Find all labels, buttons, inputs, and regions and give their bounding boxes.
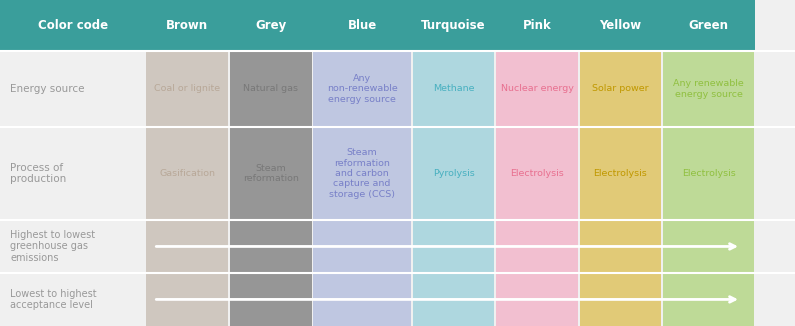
Text: Energy source: Energy source bbox=[10, 84, 85, 94]
Bar bbox=[580, 220, 661, 273]
Bar bbox=[0, 0, 145, 51]
Text: Yellow: Yellow bbox=[599, 19, 642, 32]
Bar bbox=[230, 220, 312, 273]
Bar bbox=[496, 127, 578, 220]
Text: Electrolysis: Electrolysis bbox=[594, 169, 647, 178]
Bar bbox=[663, 127, 754, 220]
Bar bbox=[413, 220, 494, 273]
Bar bbox=[580, 127, 661, 220]
Bar bbox=[146, 220, 228, 273]
Text: Pink: Pink bbox=[522, 19, 552, 32]
Bar bbox=[412, 0, 495, 51]
Bar bbox=[413, 51, 494, 127]
Text: Methane: Methane bbox=[432, 84, 475, 93]
Bar bbox=[413, 127, 494, 220]
Bar bbox=[0, 220, 145, 273]
Text: Steam
reformation
and carbon
capture and
storage (CCS): Steam reformation and carbon capture and… bbox=[329, 148, 395, 199]
Bar bbox=[580, 51, 661, 127]
Bar bbox=[230, 273, 312, 326]
Text: Green: Green bbox=[688, 19, 729, 32]
Text: Process of
production: Process of production bbox=[10, 163, 67, 185]
Bar bbox=[579, 0, 662, 51]
Bar bbox=[146, 127, 228, 220]
Text: Lowest to highest
acceptance level: Lowest to highest acceptance level bbox=[10, 289, 97, 310]
Bar bbox=[313, 273, 411, 326]
Text: Coal or lignite: Coal or lignite bbox=[154, 84, 220, 93]
Bar bbox=[663, 51, 754, 127]
Text: Steam
reformation: Steam reformation bbox=[242, 164, 299, 183]
Text: Solar power: Solar power bbox=[592, 84, 649, 93]
Bar bbox=[312, 0, 412, 51]
Bar bbox=[230, 127, 312, 220]
Bar bbox=[313, 127, 411, 220]
Text: Electrolysis: Electrolysis bbox=[682, 169, 735, 178]
Bar bbox=[662, 0, 755, 51]
Text: Blue: Blue bbox=[347, 19, 377, 32]
Text: Pyrolysis: Pyrolysis bbox=[432, 169, 475, 178]
Text: Highest to lowest
greenhouse gas
emissions: Highest to lowest greenhouse gas emissio… bbox=[10, 230, 95, 263]
Bar bbox=[496, 51, 578, 127]
Text: Brown: Brown bbox=[166, 19, 208, 32]
Bar bbox=[146, 51, 228, 127]
Bar bbox=[229, 0, 312, 51]
Bar bbox=[146, 273, 228, 326]
Bar bbox=[496, 273, 578, 326]
Text: Grey: Grey bbox=[255, 19, 286, 32]
Text: Electrolysis: Electrolysis bbox=[510, 169, 564, 178]
Bar bbox=[495, 0, 579, 51]
Bar bbox=[230, 51, 312, 127]
Bar bbox=[0, 273, 145, 326]
Text: Any renewable
energy source: Any renewable energy source bbox=[673, 79, 744, 98]
Bar bbox=[313, 220, 411, 273]
Bar bbox=[0, 51, 145, 127]
Bar bbox=[663, 273, 754, 326]
Bar bbox=[496, 220, 578, 273]
Bar bbox=[145, 0, 229, 51]
Text: Color code: Color code bbox=[37, 19, 108, 32]
Bar bbox=[413, 273, 494, 326]
Text: Nuclear energy: Nuclear energy bbox=[501, 84, 573, 93]
Text: Gasification: Gasification bbox=[159, 169, 215, 178]
Bar bbox=[663, 220, 754, 273]
Text: Turquoise: Turquoise bbox=[421, 19, 486, 32]
Bar bbox=[580, 273, 661, 326]
Text: Natural gas: Natural gas bbox=[243, 84, 298, 93]
Bar bbox=[313, 51, 411, 127]
Bar bbox=[0, 127, 145, 220]
Text: Any
non-renewable
energy source: Any non-renewable energy source bbox=[327, 74, 398, 104]
